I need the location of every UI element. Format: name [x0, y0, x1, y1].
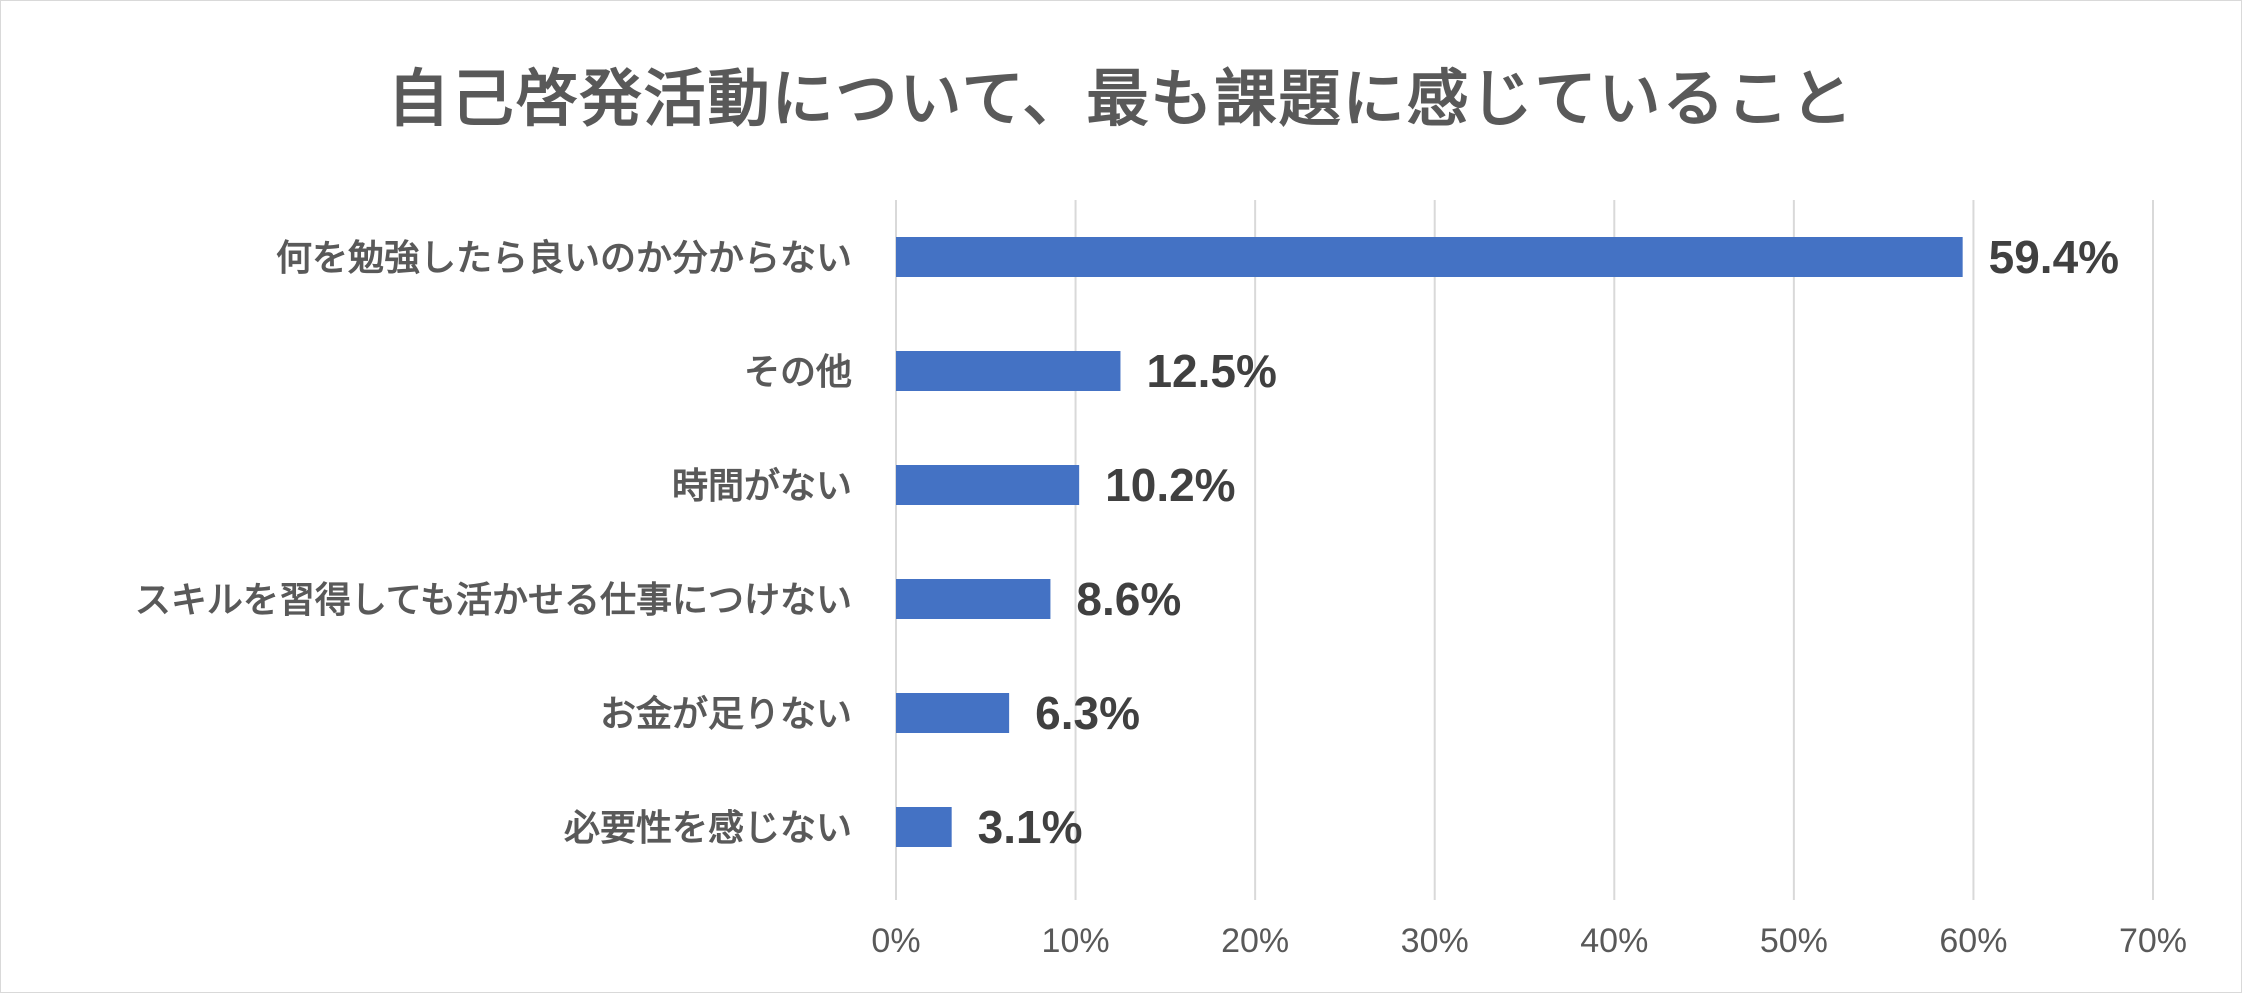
data-labels: 59.4% 12.5% 10.2% 8.6% 6.3% 3.1%	[978, 231, 2119, 853]
data-label: 12.5%	[1146, 345, 1276, 397]
data-label: 59.4%	[1989, 231, 2119, 283]
x-tick-label: 40%	[1580, 922, 1648, 960]
bar	[896, 807, 952, 847]
category-labels: 何を勉強したら良いのか分からないその他時間がないスキルを習得しても活かせる仕事に…	[135, 238, 852, 849]
gridlines	[895, 200, 2154, 900]
category-label: お金が足りない	[600, 693, 852, 735]
x-tick-labels: 0% 10% 20% 30% 40% 50% 60% 70%	[871, 922, 2187, 960]
data-label: 8.6%	[1076, 573, 1181, 625]
data-label: 6.3%	[1035, 687, 1140, 739]
data-label: 10.2%	[1105, 459, 1235, 511]
bar	[896, 351, 1121, 391]
bars	[896, 237, 1963, 847]
bar	[896, 465, 1080, 505]
category-label: その他	[744, 352, 852, 393]
x-tick-label: 60%	[1939, 922, 2007, 960]
bar	[896, 237, 1963, 277]
x-tick-label: 30%	[1401, 922, 1469, 960]
category-label: スキルを習得しても活かせる仕事につけない	[135, 580, 852, 621]
bar	[896, 693, 1010, 733]
x-tick-label: 20%	[1221, 922, 1289, 960]
category-label: 何を勉強したら良いのか分からない	[276, 238, 852, 279]
x-tick-label: 70%	[2119, 922, 2187, 960]
x-tick-label: 10%	[1042, 922, 1110, 960]
category-label: 必要性を感じない	[564, 808, 852, 849]
x-tick-label: 50%	[1760, 922, 1828, 960]
category-label: 時間がない	[672, 466, 852, 507]
x-tick-label: 0%	[871, 922, 920, 960]
bar	[896, 579, 1051, 619]
data-label: 3.1%	[978, 801, 1083, 853]
chart-title: 自己啓発活動について、最も課題に感じていること	[387, 62, 1855, 135]
